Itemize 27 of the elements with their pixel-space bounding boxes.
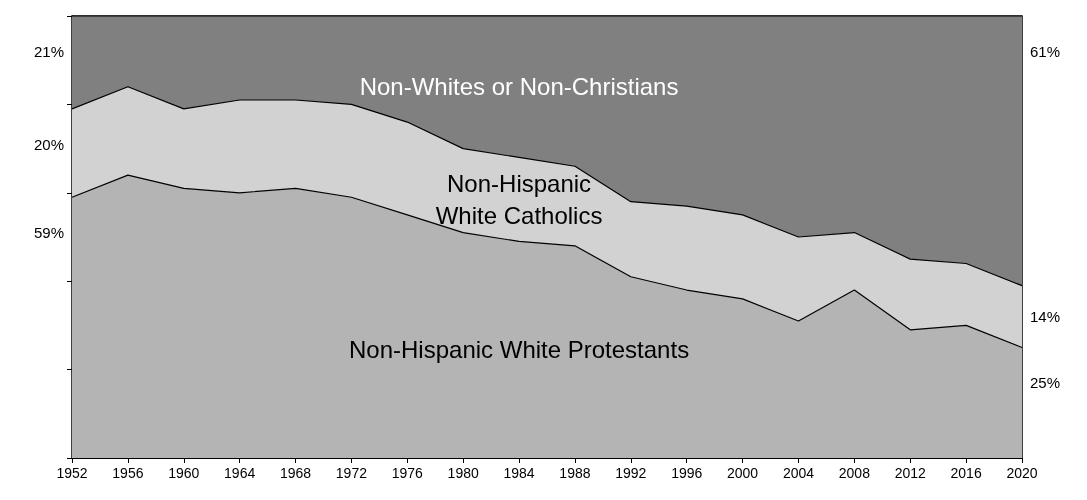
- series-label: Non-Hispanic White Protestants: [348, 336, 690, 364]
- x-tick-label: 2020: [1006, 465, 1038, 481]
- x-tick-label: 1952: [56, 465, 88, 481]
- x-tick-label: 2008: [838, 465, 871, 481]
- data-label: 25%: [1030, 374, 1061, 392]
- x-tick-label: 2004: [782, 465, 815, 481]
- data-label: 20%: [33, 135, 64, 153]
- data-label: 21%: [33, 42, 64, 60]
- x-tick-label: 1992: [615, 465, 647, 481]
- x-tick-label: 2012: [894, 465, 927, 481]
- series-label: Non-Hispanic White Catholics: [435, 169, 603, 229]
- x-tick-label: 1956: [112, 465, 144, 481]
- x-tick-label: 1988: [559, 465, 591, 481]
- x-tick-label: 2000: [727, 465, 759, 481]
- x-tick-label: 1976: [391, 465, 424, 481]
- data-label: 61%: [1030, 42, 1061, 60]
- x-tick-label: 2016: [950, 465, 982, 481]
- x-tick-label: 1960: [168, 465, 200, 481]
- x-tick-label: 1984: [503, 465, 535, 481]
- x-tick-label: 1964: [224, 465, 256, 481]
- x-tick-label: 1972: [335, 465, 368, 481]
- x-tick-label: 1980: [447, 465, 479, 481]
- series-label: Non-Whites or Non-Christians: [359, 73, 679, 101]
- data-label: 59%: [33, 224, 64, 242]
- x-tick-label: 1968: [279, 465, 312, 481]
- x-tick-label: 1996: [671, 465, 703, 481]
- data-label: 14%: [1030, 308, 1061, 326]
